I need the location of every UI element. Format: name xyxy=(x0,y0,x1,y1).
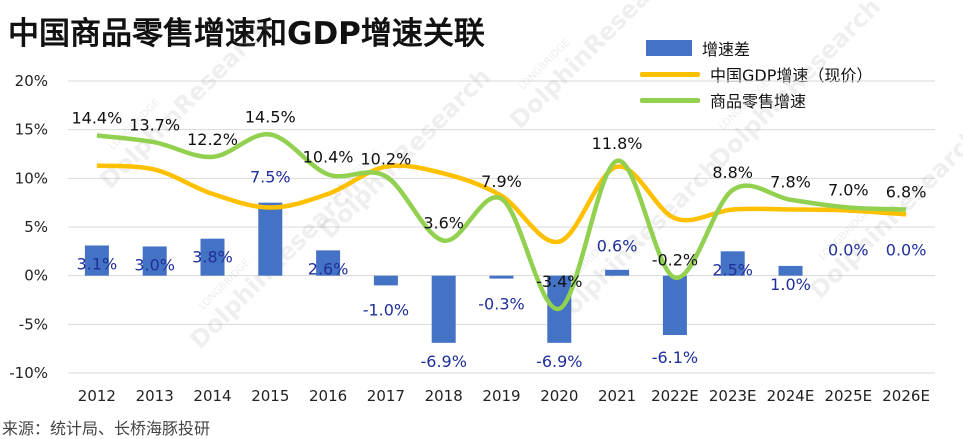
bar-data-label: -6.9% xyxy=(536,352,582,371)
x-tick-label: 2016 xyxy=(309,387,347,405)
x-tick-label: 2023E xyxy=(709,387,757,405)
y-tick-label: -10% xyxy=(9,364,48,382)
retail-data-label: 3.6% xyxy=(423,214,464,233)
bar xyxy=(316,250,341,276)
legend-swatch-retail xyxy=(640,97,700,103)
legend-label-retail: 商品零售增速 xyxy=(710,92,807,111)
legend-item-gdp: 中国GDP增速（现价） xyxy=(640,62,872,86)
retail-data-label: -0.2% xyxy=(652,251,698,270)
bar xyxy=(431,275,456,343)
bar-data-label: 2.5% xyxy=(712,260,753,279)
bar-data-label: 3.0% xyxy=(134,255,175,274)
y-tick-label: 15% xyxy=(15,121,48,139)
chart-title: 中国商品零售增速和GDP增速关联 xyxy=(8,16,485,52)
bar-data-label: -6.1% xyxy=(652,348,698,367)
bar-data-label: 2.6% xyxy=(308,259,349,278)
x-tick-label: 2025E xyxy=(824,387,872,405)
x-tick-label: 2014 xyxy=(193,387,231,405)
x-tick-label: 2024E xyxy=(767,387,815,405)
legend-item-retail: 商品零售增速 xyxy=(640,88,806,112)
bar xyxy=(489,275,514,279)
retail-data-label: 10.2% xyxy=(360,149,411,168)
bar xyxy=(662,275,687,336)
x-tick-label: 2022E xyxy=(651,387,699,405)
legend-swatch-gdp xyxy=(640,71,700,77)
bar-data-label: 7.5% xyxy=(250,168,291,187)
watermark-text: DolphinResearch xyxy=(504,0,686,134)
bar-data-label: -6.9% xyxy=(420,352,466,371)
retail-line xyxy=(96,132,907,312)
legend-label-spread: 增速差 xyxy=(702,40,751,59)
bar-data-label: 0.0% xyxy=(828,241,869,260)
bar xyxy=(258,202,283,276)
retail-data-label: 7.0% xyxy=(828,181,869,200)
bar-data-label: 3.1% xyxy=(77,254,118,273)
legend-swatch-bar xyxy=(646,40,692,56)
bar xyxy=(84,245,109,276)
retail-data-label: 10.4% xyxy=(303,147,354,166)
retail-data-label: 7.9% xyxy=(481,172,522,191)
bar xyxy=(720,251,745,276)
bar xyxy=(200,238,225,276)
x-tick-label: 2013 xyxy=(136,387,174,405)
retail-data-label: 6.8% xyxy=(886,182,927,201)
legend-item-spread: 增速差 xyxy=(646,36,750,60)
bar-data-label: 1.0% xyxy=(770,275,811,294)
bar xyxy=(373,275,398,286)
y-tick-label: 20% xyxy=(15,72,48,90)
bar-data-label: 0.0% xyxy=(886,241,927,260)
retail-data-label: 14.5% xyxy=(245,108,296,127)
watermark-text: DolphinResearch xyxy=(704,0,886,174)
y-tick-label: 5% xyxy=(24,218,48,236)
legend-label-gdp: 中国GDP增速（现价） xyxy=(710,66,873,85)
source-note: 来源：统计局、长桥海豚投研 xyxy=(2,419,211,438)
x-tick-label: 2019 xyxy=(482,387,520,405)
retail-data-label: 8.8% xyxy=(712,163,753,182)
retail-data-label: 13.7% xyxy=(129,115,180,134)
y-tick-label: 10% xyxy=(15,169,48,187)
retail-data-label: -3.4% xyxy=(536,272,582,291)
bar xyxy=(778,265,803,276)
retail-data-label: 14.4% xyxy=(71,109,122,128)
retail-data-label: 7.8% xyxy=(770,173,811,192)
bar xyxy=(142,246,167,276)
x-tick-label: 2021 xyxy=(598,387,636,405)
bar xyxy=(605,269,630,276)
y-tick-label: 0% xyxy=(24,267,48,285)
gdp-line xyxy=(96,163,907,245)
bar-data-label: 0.6% xyxy=(597,237,638,256)
x-tick-label: 2018 xyxy=(425,387,463,405)
bar-data-label: -1.0% xyxy=(363,300,409,319)
x-tick-label: 2012 xyxy=(78,387,116,405)
y-tick-label: -5% xyxy=(19,315,48,333)
retail-data-label: 11.8% xyxy=(592,134,643,153)
x-tick-label: 2017 xyxy=(367,387,405,405)
retail-data-label: 12.2% xyxy=(187,130,238,149)
x-tick-label: 2015 xyxy=(251,387,289,405)
bar-data-label: 3.8% xyxy=(192,248,233,267)
x-tick-label: 2026E xyxy=(882,387,930,405)
x-tick-label: 2020 xyxy=(540,387,578,405)
bar-data-label: -0.3% xyxy=(478,295,524,314)
